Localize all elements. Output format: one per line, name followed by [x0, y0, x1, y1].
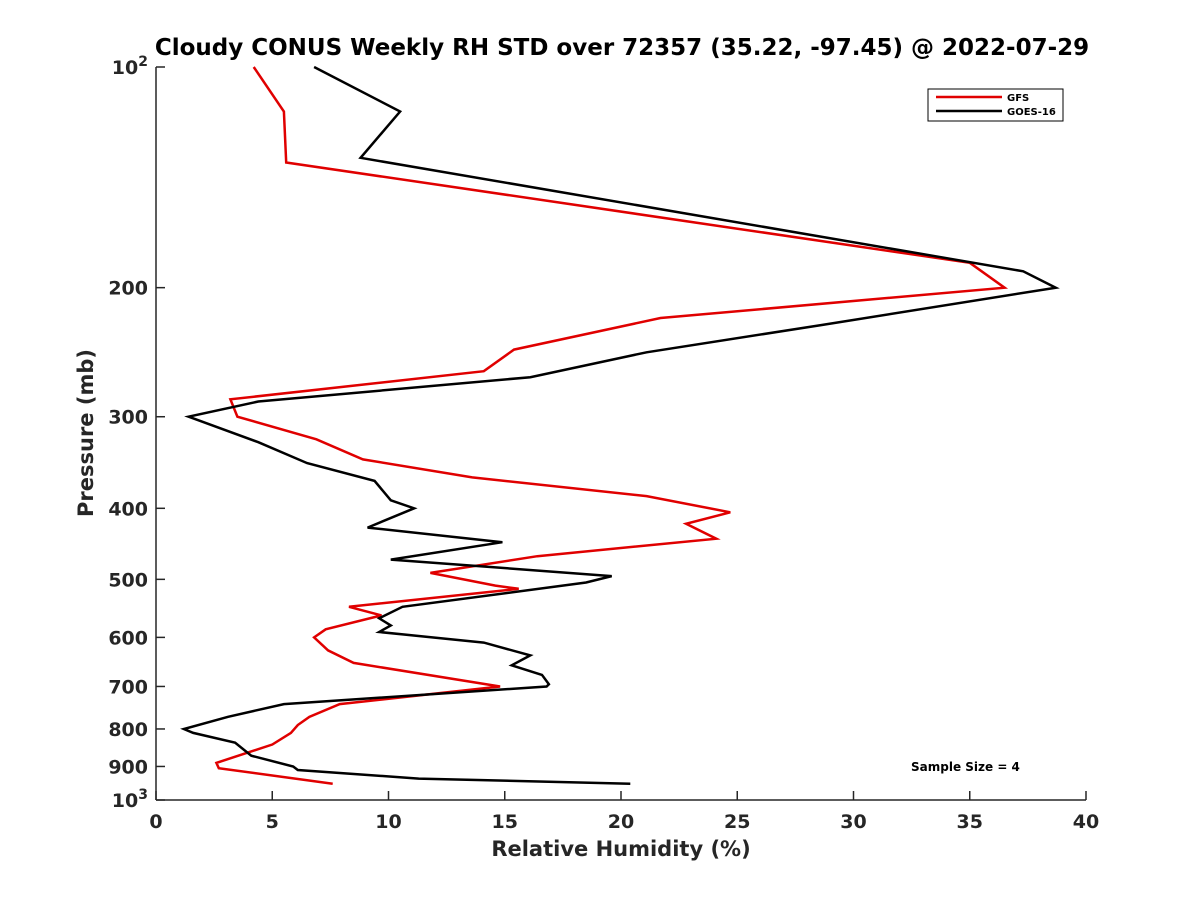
chart-title: Cloudy CONUS Weekly RH STD over 72357 (3… — [155, 35, 1089, 61]
sample-size-annotation: Sample Size = 4 — [911, 760, 1020, 774]
x-tick-label: 15 — [492, 811, 518, 833]
x-tick-label: 30 — [840, 811, 866, 833]
legend: GFS GOES-16 — [927, 88, 1064, 122]
y-tick-base: 400 — [108, 498, 148, 520]
y-tick-label: 800 — [108, 719, 148, 741]
y-tick-label: 300 — [108, 407, 148, 429]
y-tick-label: 200 — [108, 278, 148, 300]
y-tick-base: 600 — [108, 627, 148, 649]
x-tick-label: 35 — [957, 811, 983, 833]
legend-label-gfs: GFS — [1007, 93, 1029, 104]
y-tick-label: 700 — [108, 676, 148, 698]
y-tick-label: 600 — [108, 627, 148, 649]
x-tick-label: 40 — [1073, 811, 1099, 833]
plot-background — [156, 67, 1086, 800]
y-tick-label: 900 — [108, 756, 148, 778]
x-axis-label: Relative Humidity (%) — [491, 837, 750, 861]
y-tick-label: 400 — [108, 498, 148, 520]
y-tick-label: 103 — [112, 787, 148, 812]
x-tick-label: 20 — [608, 811, 634, 833]
y-tick-base: 200 — [108, 278, 148, 300]
legend-box — [927, 88, 1064, 122]
y-tick-base: 800 — [108, 719, 148, 741]
x-tick-label: 0 — [149, 811, 162, 833]
y-tick-base: 900 — [108, 756, 148, 778]
y-tick-label: 500 — [108, 569, 148, 591]
plot-area: 0 5 10 15 20 25 30 35 40 10220030040050060070080… — [108, 54, 1099, 833]
y-axis-label: Pressure (mb) — [74, 349, 98, 517]
y-tick-base: 300 — [108, 407, 148, 429]
y-tick-exponent: 2 — [138, 54, 148, 70]
x-tick-label: 25 — [724, 811, 750, 833]
legend-label-goes16: GOES-16 — [1007, 107, 1056, 118]
y-tick-base: 10 — [112, 790, 138, 812]
series-layer — [180, 65, 1060, 785]
y-tick-base: 700 — [108, 676, 148, 698]
x-ticks: 0 5 10 15 20 25 30 35 40 — [149, 791, 1099, 833]
x-tick-label: 10 — [375, 811, 401, 833]
y-tick-label: 102 — [112, 54, 148, 79]
x-tick-label: 5 — [266, 811, 279, 833]
series-line-goes-16 — [180, 65, 1060, 785]
y-tick-base: 500 — [108, 569, 148, 591]
series-line-gfs — [214, 66, 1009, 785]
y-tick-exponent: 3 — [138, 787, 148, 803]
y-tick-base: 10 — [112, 57, 138, 79]
